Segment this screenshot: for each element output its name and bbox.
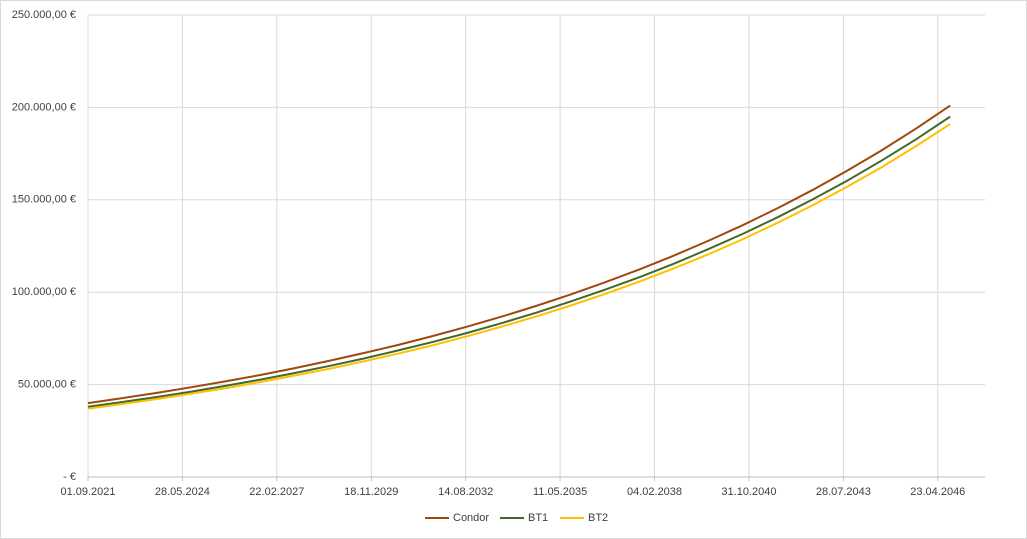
series-line <box>87 115 951 408</box>
y-tick-label: 150.000,00 € <box>12 194 76 206</box>
x-tick-label: 28.07.2043 <box>816 486 871 498</box>
legend-label: BT2 <box>588 512 608 524</box>
x-tick-label: 31.10.2040 <box>721 486 776 498</box>
x-tick-label: 18.11.2029 <box>344 486 398 498</box>
x-tick-label: 11.05.2035 <box>533 486 587 498</box>
y-tick-label: - € <box>63 471 76 483</box>
x-tick-label: 28.05.2024 <box>155 486 210 498</box>
y-tick-label: 250.000,00 € <box>12 9 76 21</box>
x-tick-label: 01.09.2021 <box>60 486 115 498</box>
x-tick-label: 14.08.2032 <box>438 486 493 498</box>
y-tick-label: 50.000,00 € <box>18 379 76 391</box>
legend-label: BT1 <box>528 512 548 524</box>
x-tick-label: 23.04.2046 <box>910 486 965 498</box>
x-tick-label: 04.02.2038 <box>627 486 682 498</box>
y-tick-label: 200.000,00 € <box>12 101 76 113</box>
y-tick-label: 100.000,00 € <box>12 286 76 298</box>
series-line <box>87 104 951 405</box>
legend-label: Condor <box>453 512 489 524</box>
x-tick-label: 22.02.2027 <box>249 486 304 498</box>
series-line <box>87 123 951 410</box>
